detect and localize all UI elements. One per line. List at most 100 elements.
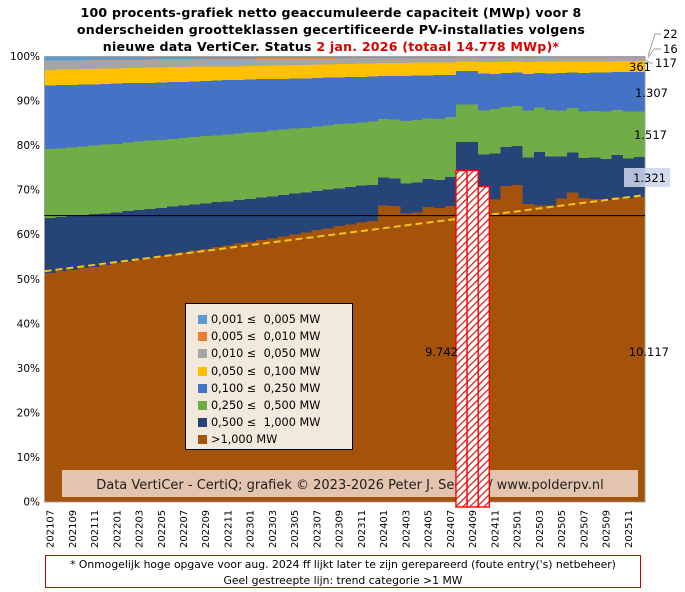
legend-label: 0,100 ≤ 0,250 MW xyxy=(211,381,321,395)
x-tick-label: 202309 xyxy=(335,510,346,548)
band-0-100-0-250-mw xyxy=(44,71,645,150)
x-tick-label: 202403 xyxy=(401,510,412,548)
x-tick-label: 202109 xyxy=(68,510,79,548)
x-tick-label: 202507 xyxy=(579,510,590,548)
anomaly-bar-202410 xyxy=(477,185,491,508)
value-label-box xyxy=(624,168,670,187)
chart-title-line2: onderscheiden grootteklassen gecertifice… xyxy=(76,22,586,37)
legend-item: 0,005 ≤ 0,010 MW xyxy=(198,328,352,345)
footnote-box: * Onmogelijk hoge opgave voor aug. 2024 … xyxy=(45,555,641,588)
chart-title-line1: 100 procents-grafiek netto geaccumuleerd… xyxy=(80,5,582,20)
legend-label: 0,250 ≤ 0,500 MW xyxy=(211,399,321,413)
legend-item: 0,050 ≤ 0,100 MW xyxy=(198,363,352,380)
legend-swatch xyxy=(198,383,207,393)
chart-title-status-date: 2 jan. 2026 (totaal 14.778 MWp)* xyxy=(316,39,560,54)
band-0-050-0-100-mw xyxy=(44,60,645,86)
x-tick-label: 202307 xyxy=(312,510,323,548)
legend-swatch xyxy=(198,332,207,342)
x-tick-label: 202303 xyxy=(268,510,279,548)
legend-label: 0,001 ≤ 0,005 MW xyxy=(211,313,321,327)
value-label-1-321: 1.321 xyxy=(633,171,666,185)
band-0-500-1-000-mw xyxy=(44,142,645,274)
y-tick-label: 60% xyxy=(17,229,40,241)
y-tick-label: 10% xyxy=(17,452,40,464)
y-tick-label: 50% xyxy=(17,274,40,286)
plot-border xyxy=(44,56,646,503)
x-tick-label: 202207 xyxy=(179,510,190,548)
value-label-361: 361 xyxy=(629,60,651,74)
x-tick-label: 202311 xyxy=(357,510,368,548)
legend-item: 0,250 ≤ 0,500 MW xyxy=(198,397,352,414)
value-label-22: 22 xyxy=(663,27,678,41)
legend-item: 0,100 ≤ 0,250 MW xyxy=(198,380,352,397)
anomaly-bar-202408 xyxy=(455,169,468,508)
x-tick-label: 202505 xyxy=(557,510,568,548)
legend-label: 0,010 ≤ 0,050 MW xyxy=(211,347,321,361)
leader-line xyxy=(645,59,653,64)
x-tick-label: 202305 xyxy=(290,510,301,548)
leader-line xyxy=(647,33,661,57)
chart-title-line3-black: nieuwe data VertiCer. Status xyxy=(102,39,317,54)
legend-swatch xyxy=(198,401,207,411)
x-tick-label: 202209 xyxy=(201,510,212,548)
legend-swatch xyxy=(198,366,207,376)
anomaly-bar-202409 xyxy=(466,169,479,508)
attribution-strip xyxy=(62,470,638,497)
chart-legend: 0,001 ≤ 0,005 MW 0,005 ≤ 0,010 MW 0,010 … xyxy=(185,303,353,450)
x-tick-label: 202405 xyxy=(424,510,435,548)
x-tick-label: 202407 xyxy=(446,510,457,548)
y-tick-label: 90% xyxy=(17,96,40,108)
value-label-10-117: 10.117 xyxy=(629,345,669,359)
legend-label: 0,005 ≤ 0,010 MW xyxy=(211,330,321,344)
x-tick-label: 202511 xyxy=(624,510,635,548)
x-tick-label: 202111 xyxy=(90,510,101,548)
x-tick-label: 202211 xyxy=(223,510,234,548)
leader-line xyxy=(647,48,661,59)
y-tick-label: 80% xyxy=(17,140,40,152)
x-tick-label: 202201 xyxy=(112,510,123,548)
y-tick-label: 20% xyxy=(17,407,40,419)
legend-swatch xyxy=(198,315,207,325)
band-0-250-0-500-mw xyxy=(44,104,645,218)
legend-item: 0,010 ≤ 0,050 MW xyxy=(198,345,352,362)
legend-label: >1,000 MW xyxy=(211,433,278,447)
x-tick-label: 202411 xyxy=(490,510,501,548)
value-label-1-307: 1.307 xyxy=(635,86,668,100)
legend-label: 0,050 ≤ 0,100 MW xyxy=(211,364,321,378)
y-tick-label: 70% xyxy=(17,185,40,197)
x-tick-label: 202301 xyxy=(246,510,257,548)
x-tick-label: 202203 xyxy=(135,510,146,548)
band-0-010-0-050-mw xyxy=(44,57,645,70)
legend-label: 0,500 ≤ 1,000 MW xyxy=(211,416,321,430)
attribution-text: Data VertiCer - CertiQ; grafiek © 2023-2… xyxy=(96,478,604,493)
y-tick-label: 30% xyxy=(17,363,40,375)
chart-title: 100 procents-grafiek netto geaccumuleerd… xyxy=(0,4,662,55)
value-label-9-742: 9.742 xyxy=(425,345,458,359)
x-tick-label: 202205 xyxy=(157,510,168,548)
x-tick-label: 202401 xyxy=(379,510,390,548)
y-tick-label: 100% xyxy=(10,51,40,63)
band-0-001-0-005-mw xyxy=(44,56,645,61)
legend-swatch xyxy=(198,435,207,445)
legend-swatch xyxy=(198,418,207,428)
band-0-005-0-010-mw xyxy=(44,57,645,61)
legend-item: 0,500 ≤ 1,000 MW xyxy=(198,414,352,431)
chart-title-line3: nieuwe data VertiCer. Status 2 jan. 2026… xyxy=(0,38,662,55)
x-tick-label: 202501 xyxy=(513,510,524,548)
legend-item: >1,000 MW xyxy=(198,431,352,448)
y-tick-label: 40% xyxy=(17,318,40,330)
x-tick-label: 202409 xyxy=(468,510,479,548)
x-tick-label: 202107 xyxy=(46,510,57,548)
x-tick-label: 202509 xyxy=(602,510,613,548)
value-label-117: 117 xyxy=(655,56,677,70)
y-tick-label: 0% xyxy=(23,497,40,509)
value-label-1-517: 1.517 xyxy=(634,128,667,142)
x-tick-label: 202503 xyxy=(535,510,546,548)
legend-swatch xyxy=(198,349,207,359)
footnote-line1: * Onmogelijk hoge opgave voor aug. 2024 … xyxy=(70,558,616,571)
trend-line-gt1mw xyxy=(44,194,646,273)
footnote-line2: Geel gestreepte lijn: trend categorie >1… xyxy=(223,573,463,587)
value-label-16: 16 xyxy=(663,42,678,56)
legend-item: 0,001 ≤ 0,005 MW xyxy=(198,311,352,328)
